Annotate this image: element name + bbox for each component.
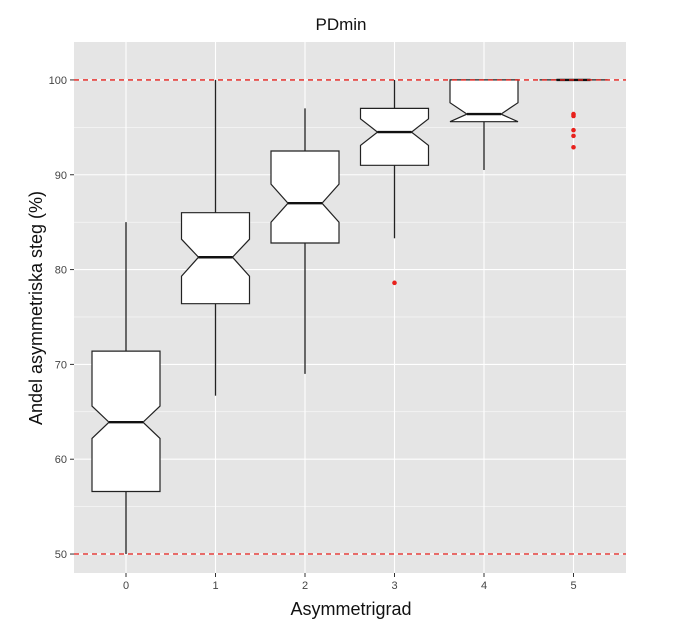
y-axis-label: Andel asymmetriska steg (%) [26, 191, 46, 425]
outlier-point [392, 281, 397, 286]
x-tick-label: 3 [391, 580, 397, 592]
outlier-point [571, 134, 576, 139]
x-tick-label: 2 [302, 580, 308, 592]
outlier-point [571, 128, 576, 133]
outlier-point [571, 114, 576, 119]
y-tick-label: 50 [55, 549, 67, 561]
x-tick-label: 5 [570, 580, 576, 592]
plot-panel [74, 42, 626, 573]
y-tick-label: 100 [49, 75, 67, 87]
y-tick-label: 80 [55, 265, 67, 277]
chart-title: PDmin [315, 15, 366, 34]
y-tick-label: 90 [55, 170, 67, 182]
y-tick-label: 70 [55, 359, 67, 371]
x-tick-label: 4 [481, 580, 487, 592]
outlier-point [571, 145, 576, 150]
x-tick-label: 0 [123, 580, 129, 592]
box-body [361, 108, 429, 165]
y-tick-label: 60 [55, 454, 67, 466]
x-axis-label: Asymmetrigrad [290, 599, 411, 619]
x-tick-label: 1 [212, 580, 218, 592]
